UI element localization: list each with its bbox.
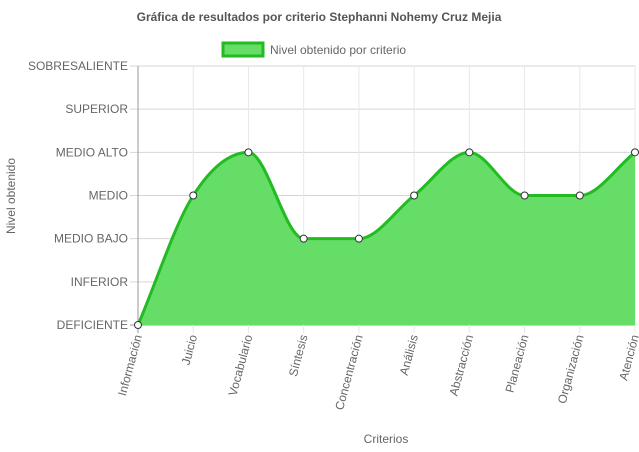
y-tick-label: MEDIO BAJO [54,232,128,246]
data-point [244,148,253,157]
legend-swatch[interactable] [221,41,265,58]
y-axis-ticks: DEFICIENTE INFERIOR MEDIO BAJO MEDIO MEDIO A… [28,59,128,332]
x-tick-label: Abstracción [446,333,476,397]
x-tick-label: Juicio [179,333,201,367]
area-fill [138,152,635,325]
x-tick-label: Información [115,333,145,397]
data-point [575,191,584,200]
data-point [465,148,474,157]
legend[interactable]: Nivel obtenido por criterio [221,41,406,58]
data-points [134,148,639,329]
y-tick-label: INFERIOR [71,275,129,289]
y-tick-label: SOBRESALIENTE [28,59,128,73]
x-axis-label: Criterios [364,432,409,446]
series-line [136,150,636,326]
y-axis-label: Nivel obtenido [4,158,18,234]
x-tick-label: Síntesis [286,333,311,378]
data-point [354,234,363,243]
x-tick-label: Organización [555,333,587,405]
x-tick-label: Vocabulario [226,333,256,398]
data-point [410,191,419,200]
x-tick-label: Atención [616,333,639,382]
y-tick-label: MEDIO [89,189,128,203]
data-point [631,148,639,157]
y-tick-label: MEDIO ALTO [56,145,128,159]
y-tick-label: SUPERIOR [65,102,128,116]
x-tick-label: Planeación [503,333,532,394]
data-point [134,321,142,329]
data-point [520,191,529,200]
legend-label[interactable]: Nivel obtenido por criterio [270,43,406,57]
x-tick-label: Concentración [332,333,366,411]
chart-title: Gráfica de resultados por criterio Steph… [137,10,502,24]
x-axis-ticks: Información Juicio Vocabulario Síntesis Conc… [115,333,639,412]
data-point [299,234,308,243]
y-tick-label: DEFICIENTE [57,318,128,332]
data-point [189,191,198,200]
x-tick-label: Análisis [397,333,421,377]
